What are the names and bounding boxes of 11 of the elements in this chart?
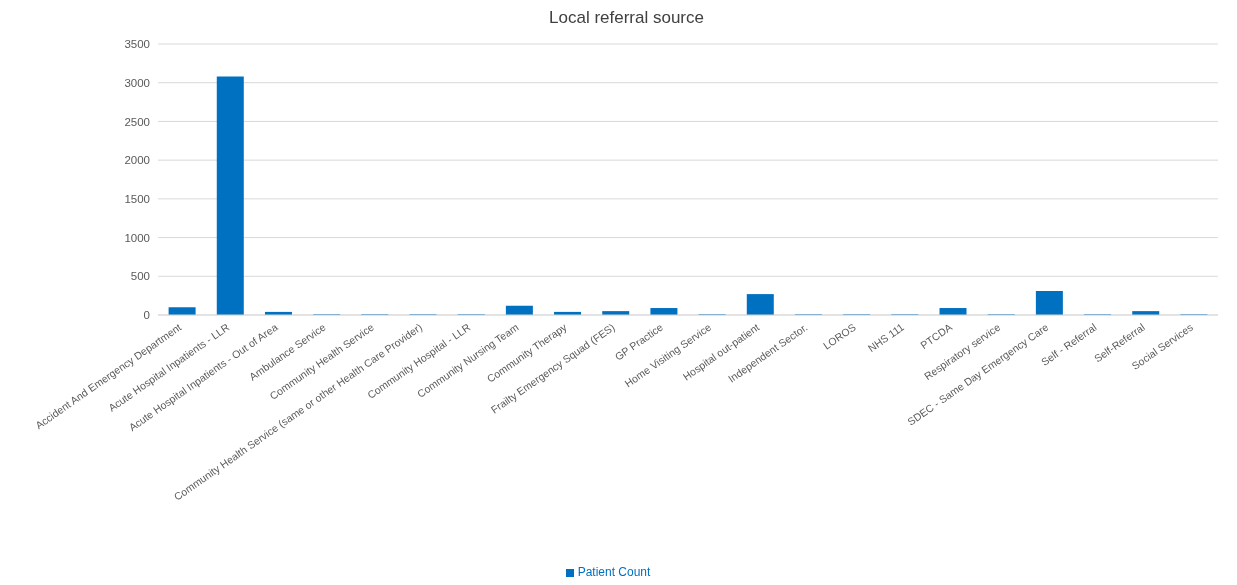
x-tick-label: NHS 111 xyxy=(865,320,907,355)
y-tick-label: 3500 xyxy=(124,38,150,51)
y-tick-label: 2500 xyxy=(124,115,150,128)
legend-label: Patient Count xyxy=(577,565,651,579)
y-tick-label: 1500 xyxy=(124,192,150,205)
y-tick-label: 3000 xyxy=(124,76,150,89)
y-tick-label: 500 xyxy=(130,270,150,283)
chart-title: Local referral source xyxy=(548,8,705,29)
y-tick-label: 2000 xyxy=(124,154,150,167)
y-tick-label: 1000 xyxy=(124,231,150,244)
y-tick-label: 0 xyxy=(143,309,150,322)
